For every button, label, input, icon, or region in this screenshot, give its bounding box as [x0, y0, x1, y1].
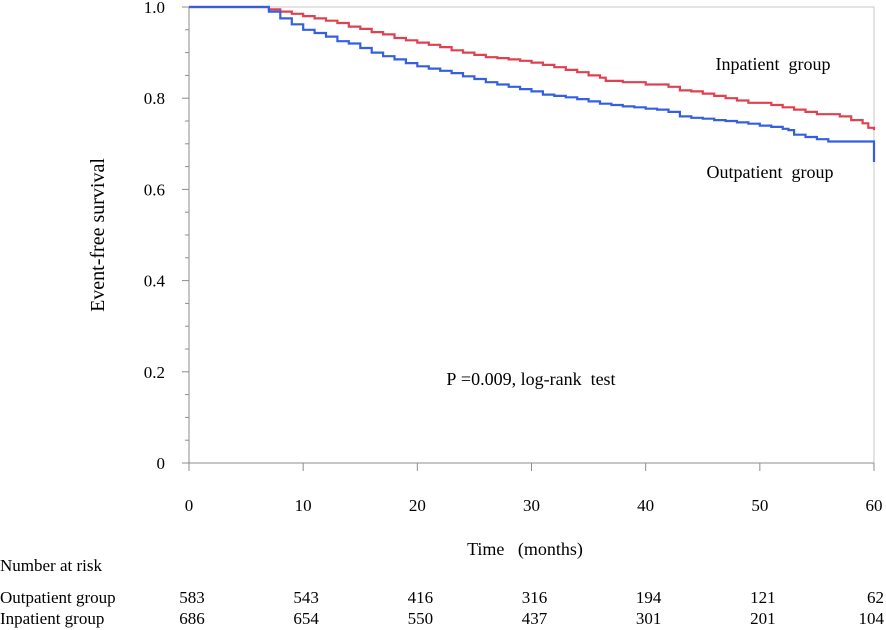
y-tick-label: 0.6 [144, 180, 165, 199]
risk-table-cell: 583 [179, 588, 205, 607]
y-tick-label: 0.8 [144, 89, 165, 108]
risk-table-title: Number at risk [0, 556, 102, 575]
x-tick-label: 0 [185, 496, 194, 515]
risk-table-cell: 416 [408, 588, 434, 607]
y-tick-label: 1.0 [144, 0, 165, 17]
x-tick-label: 60 [866, 496, 883, 515]
outpatient-survival-curve [189, 5, 876, 162]
risk-table-cell: 201 [750, 609, 776, 628]
risk-table-cell: 194 [636, 588, 662, 607]
x-axis-title: Time (months) [467, 539, 583, 560]
x-tick-label: 40 [637, 496, 654, 515]
risk-table-cell: 316 [522, 588, 548, 607]
risk-row-label-outpatient: Outpatient group [0, 588, 116, 607]
series-layer [189, 5, 876, 162]
risk-row-label-inpatient: Inpatient group [0, 609, 104, 628]
risk-table-cell: 437 [522, 609, 548, 628]
x-axis-ticks: 0 10 20 30 40 50 60 [185, 463, 883, 515]
risk-table-cell: 301 [636, 609, 662, 628]
outpatient-series-label: Outpatient group [707, 162, 834, 182]
y-tick-label: 0 [157, 454, 166, 473]
risk-table-cell: 550 [408, 609, 434, 628]
risk-table-cell: 543 [293, 588, 319, 607]
x-tick-label: 20 [409, 496, 426, 515]
y-tick-label: 0.4 [144, 272, 166, 291]
x-tick-label: 50 [751, 496, 768, 515]
inpatient-survival-curve [189, 5, 876, 131]
risk-table-cell: 104 [859, 609, 885, 628]
inpatient-series-label: Inpatient group [716, 54, 831, 74]
x-tick-label: 10 [295, 496, 312, 515]
y-axis-title: Event-free survival [87, 158, 109, 312]
risk-table-cell: 121 [750, 588, 776, 607]
risk-table-cell: 62 [867, 588, 884, 607]
risk-table-cell: 686 [179, 609, 205, 628]
risk-table-cell: 654 [293, 609, 319, 628]
plot-area-frame [188, 6, 875, 464]
x-tick-label: 30 [523, 496, 540, 515]
p-value-annotation: P =0.009, log-rank test [446, 369, 615, 389]
y-axis-ticks: 0 0.2 0.4 0.6 0.8 1.0 [144, 0, 189, 473]
y-tick-label: 0.2 [144, 363, 165, 382]
risk-table-values: 583 543 416 316 194 121 62 686 654 550 437 301 201 10… [179, 588, 884, 628]
